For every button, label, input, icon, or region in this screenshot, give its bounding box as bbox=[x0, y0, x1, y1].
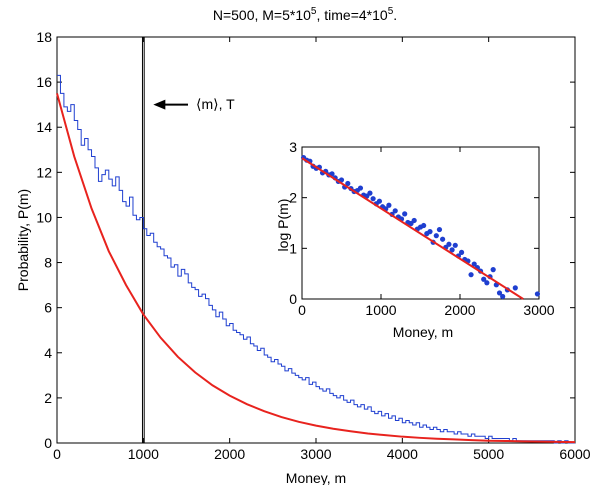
main-y-tick-label: 18 bbox=[36, 29, 52, 45]
inset-data-point bbox=[481, 276, 487, 282]
main-y-tick-label: 16 bbox=[36, 74, 52, 90]
inset-data-point bbox=[433, 233, 439, 239]
inset-x-tick-label: 2000 bbox=[444, 302, 475, 318]
inset-data-point bbox=[471, 261, 477, 267]
inset-data-point bbox=[452, 242, 458, 248]
inset-y-tick-label: 2 bbox=[289, 190, 297, 206]
main-x-tick-label: 5000 bbox=[473, 446, 504, 462]
inset-data-point bbox=[411, 217, 417, 224]
inset-data-point bbox=[534, 291, 541, 297]
main-y-tick-label: 10 bbox=[36, 209, 52, 225]
main-y-tick-label: 4 bbox=[44, 345, 52, 361]
inset-data-point bbox=[500, 293, 506, 300]
inset-plot: 0 1000 2000 3000 0 1 2 3 bbox=[289, 139, 555, 318]
inset-data-point bbox=[490, 267, 496, 273]
inset-data-point bbox=[436, 226, 443, 233]
inset-y-tick-label: 1 bbox=[289, 240, 297, 256]
main-x-tick-label: 1000 bbox=[128, 446, 159, 462]
inset-data-point bbox=[367, 190, 373, 196]
main-y-tick-label: 14 bbox=[36, 119, 52, 135]
inset-data-point bbox=[386, 202, 392, 208]
inset-x-tick-label: 3000 bbox=[523, 302, 554, 318]
inset-x-tick-label: 1000 bbox=[365, 302, 396, 318]
annotation-mean-label: ⟨m⟩, T bbox=[196, 96, 235, 112]
inset-axes-box bbox=[301, 146, 540, 300]
inset-data-point bbox=[512, 285, 518, 291]
main-y-tick-label: 2 bbox=[44, 390, 52, 406]
inset-data-point bbox=[338, 177, 345, 183]
main-y-tick-label: 0 bbox=[44, 435, 52, 451]
main-x-tick-label: 0 bbox=[53, 446, 61, 462]
inset-data-point bbox=[402, 211, 408, 217]
main-y-tick-label: 12 bbox=[36, 164, 52, 180]
inset-y-tick-label: 0 bbox=[289, 291, 297, 307]
chart-title: N=500, M=5*105, time=4*105. bbox=[213, 6, 397, 23]
inset-y-tick-label: 3 bbox=[289, 139, 297, 155]
main-x-tick-label: 3000 bbox=[300, 446, 331, 462]
inset-data-point bbox=[329, 171, 335, 177]
main-x-tick-label: 4000 bbox=[387, 446, 418, 462]
annotation-arrow-head bbox=[153, 99, 166, 110]
histogram-series bbox=[57, 74, 575, 444]
inset-data-point bbox=[446, 241, 452, 247]
inset-x-tick-label: 0 bbox=[298, 302, 306, 318]
inset-data-point bbox=[449, 247, 455, 253]
main-x-tick-label: 6000 bbox=[559, 446, 590, 462]
inset-data-point bbox=[427, 229, 433, 235]
inset-fit-line bbox=[301, 157, 524, 300]
inset-data-point bbox=[421, 222, 427, 229]
inset-data-point bbox=[345, 180, 351, 187]
inset-data-point bbox=[370, 196, 376, 202]
inset-data-point bbox=[484, 280, 490, 286]
inset-data-point bbox=[440, 236, 446, 242]
inset-data-point bbox=[392, 208, 398, 214]
inset-y-axis-label: log P(m) bbox=[275, 199, 291, 252]
exponential-fit-line bbox=[56, 93, 576, 444]
inset-data-point bbox=[376, 198, 383, 204]
main-y-tick-label: 6 bbox=[44, 300, 52, 316]
inset-data-point bbox=[458, 249, 465, 255]
inset-data-point bbox=[468, 272, 474, 278]
main-y-tick-label: 8 bbox=[44, 255, 52, 271]
inset-x-axis-label: Money, m bbox=[393, 324, 453, 340]
main-y-axis-label: Probability, P(m) bbox=[15, 189, 31, 291]
inset-data-point bbox=[496, 290, 503, 296]
main-x-tick-label: 2000 bbox=[214, 446, 245, 462]
inset-data-point bbox=[357, 185, 364, 191]
main-x-axis-label: Money, m bbox=[286, 470, 346, 485]
